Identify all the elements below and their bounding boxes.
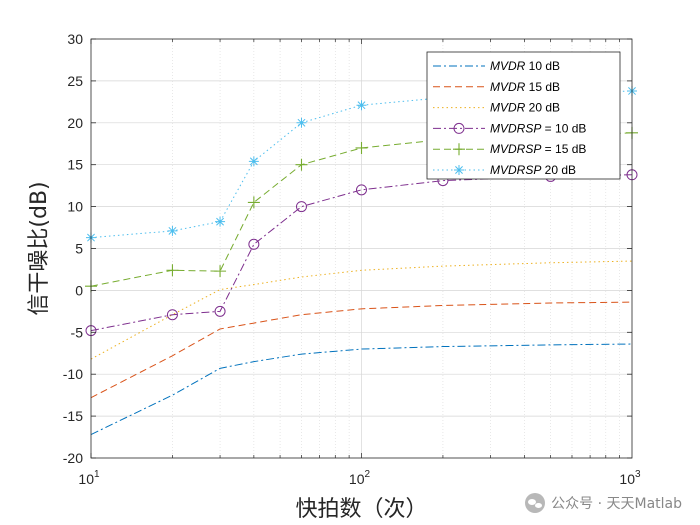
axis-ticks: -20 -15 -10 -5 0 5 10 15 20 25 30 101 102 103 [63, 31, 641, 487]
plus-marker [453, 143, 465, 156]
legend-label: MVDR 20 dB [490, 101, 560, 115]
y-tick-label: -10 [63, 366, 83, 382]
x-tick-label: 102 [349, 469, 371, 487]
legend: MVDR 10 dB MVDR 15 dB MVDR 20 dB MVDRSP = 1… [426, 51, 621, 180]
asterisk-marker [215, 216, 226, 227]
y-tick-label: 30 [67, 31, 83, 47]
circle-marker [248, 238, 260, 250]
series-line [90, 301, 633, 399]
asterisk-marker [296, 117, 307, 128]
asterisk-marker [248, 156, 259, 167]
y-tick-label: 5 [75, 241, 83, 257]
legend-entry-6: MVDRSP 20 dB [433, 163, 576, 177]
series-line [90, 343, 633, 435]
legend-entry-4: MVDRSP = 10 dB [433, 121, 586, 135]
y-tick-label: -15 [63, 408, 83, 424]
y-tick-label: -5 [71, 324, 84, 340]
wechat-icon [525, 493, 546, 513]
legend-entry-2: MVDR 15 dB [433, 80, 560, 94]
series-1 [90, 343, 633, 435]
circle-marker [214, 305, 226, 317]
legend-label: MVDRSP = 10 dB [490, 121, 586, 135]
legend-label: MVDR 15 dB [490, 80, 560, 94]
x-axis-label: 快拍数（次） [295, 497, 427, 522]
legend-entry-5: MVDRSP = 15 dB [433, 142, 586, 156]
plus-marker [214, 265, 227, 278]
asterisk-marker [454, 165, 464, 175]
circle-marker [453, 122, 465, 134]
plus-marker [355, 141, 368, 154]
watermark: 公众号 · 天天Matlab [525, 493, 682, 513]
circle-marker [356, 184, 367, 196]
plus-marker [247, 196, 260, 209]
series-2 [90, 301, 633, 399]
legend-entry-3: MVDR 20 dB [433, 101, 560, 115]
legend-entry-1: MVDR 10 dB [433, 59, 560, 73]
asterisk-marker [167, 225, 178, 236]
legend-label: MVDRSP 20 dB [490, 163, 576, 177]
watermark-text: 公众号 · 天天Matlab [551, 496, 682, 512]
y-tick-label: 25 [67, 73, 83, 89]
y-tick-label: 15 [67, 157, 83, 173]
y-axis-label: 信干噪比(dB) [27, 181, 52, 315]
y-tick-label: 20 [67, 115, 83, 131]
plus-marker [166, 264, 179, 277]
legend-box [426, 51, 621, 180]
legend-label: MVDRSP = 15 dB [490, 142, 586, 156]
asterisk-marker [356, 100, 367, 111]
plus-marker [295, 158, 308, 171]
y-tick-label: 10 [67, 199, 83, 215]
x-tick-label: 101 [78, 469, 100, 487]
x-tick-label: 103 [619, 469, 641, 487]
y-tick-label: 0 [75, 282, 83, 298]
legend-label: MVDR 10 dB [490, 59, 560, 73]
circle-marker [295, 201, 307, 213]
y-tick-label: -20 [63, 450, 83, 466]
circle-marker [166, 309, 178, 321]
